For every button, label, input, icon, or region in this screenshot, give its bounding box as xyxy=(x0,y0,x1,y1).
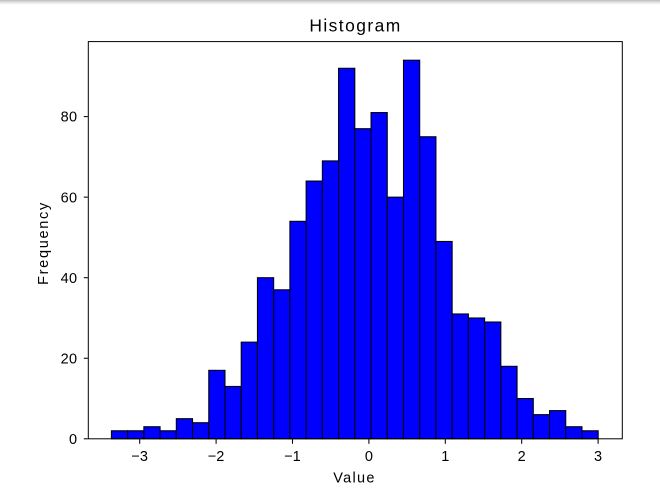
svg-text:80: 80 xyxy=(61,110,78,126)
svg-text:20: 20 xyxy=(61,351,78,367)
svg-text:0: 0 xyxy=(365,449,373,465)
svg-text:0: 0 xyxy=(69,432,77,448)
svg-text:Frequency: Frequency xyxy=(36,201,52,285)
svg-text:−1: −1 xyxy=(284,449,301,465)
svg-text:60: 60 xyxy=(61,190,78,206)
svg-text:Value: Value xyxy=(333,471,376,487)
svg-text:Histogram: Histogram xyxy=(309,16,401,36)
svg-text:2: 2 xyxy=(518,449,526,465)
svg-text:40: 40 xyxy=(61,271,78,287)
svg-text:3: 3 xyxy=(594,449,602,465)
svg-text:−3: −3 xyxy=(131,449,148,465)
svg-text:−2: −2 xyxy=(208,449,225,465)
svg-text:1: 1 xyxy=(441,449,449,465)
